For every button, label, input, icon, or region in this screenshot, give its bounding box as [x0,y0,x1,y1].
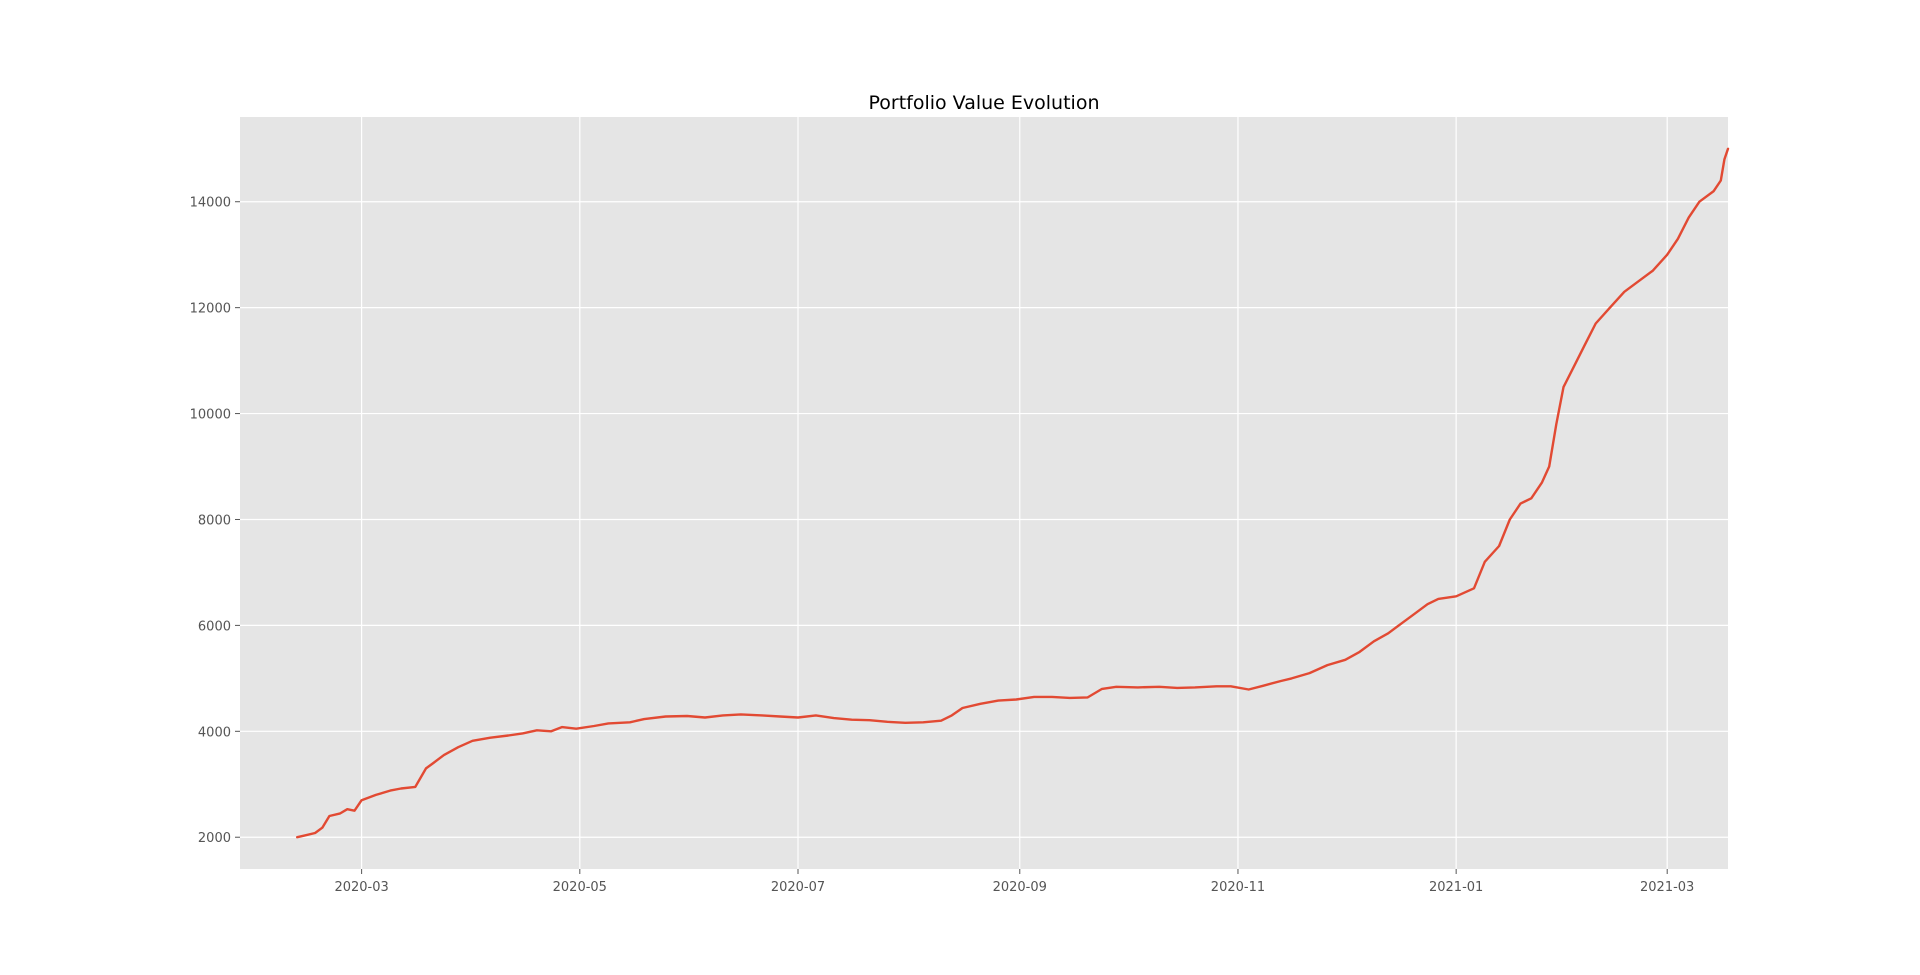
y-tick-label: 4000 [198,725,231,740]
x-tick-label: 2020-05 [553,880,607,895]
plot-area [240,117,1728,869]
x-tick-label: 2021-01 [1429,880,1483,895]
gridlines [240,117,1728,869]
chart-title: Portfolio Value Evolution [868,92,1099,114]
y-tick-label: 14000 [190,196,231,211]
y-tick-label: 6000 [198,619,231,634]
ticks-layer: 2020-03 2020-05 2020-07 2020-09 2020-11 2021-… [190,196,1695,895]
series-layer [296,147,1730,839]
y-tick-label: 10000 [190,408,231,423]
x-tick-label: 2020-09 [993,880,1047,895]
x-tick-label: 2021-03 [1640,880,1694,895]
x-tick-label: 2020-11 [1211,880,1265,895]
x-tick-label: 2020-03 [334,880,388,895]
x-tick-label: 2020-07 [771,880,825,895]
series-line-0 [296,147,1730,839]
y-tick-label: 8000 [198,513,231,528]
y-tick-label: 2000 [198,831,231,846]
y-tick-label: 12000 [190,302,231,317]
